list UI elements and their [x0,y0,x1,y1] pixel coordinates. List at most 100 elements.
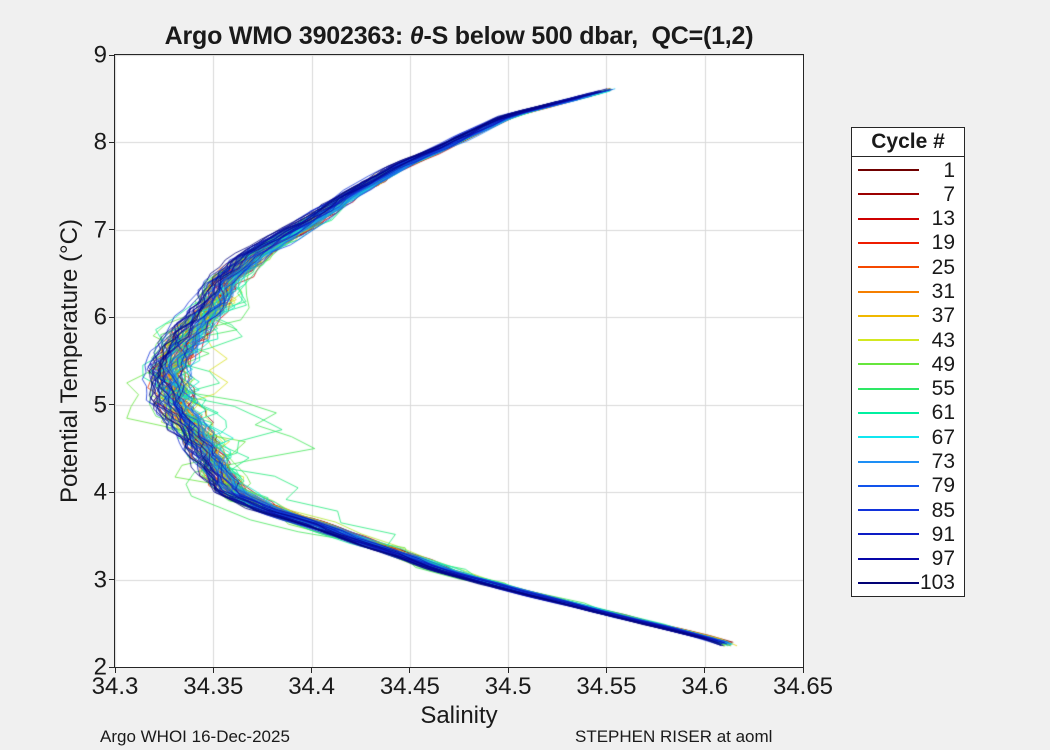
legend-entry: 7 [852,182,964,206]
y-tick-mark [109,229,114,231]
y-tick-mark [109,666,114,668]
legend-entry: 55 [852,377,964,401]
x-tick-mark [605,668,607,673]
y-tick-label: 2 [93,653,107,681]
legend-entry: 1 [852,158,964,182]
ts-profiles-canvas [115,55,803,667]
y-tick-mark [109,316,114,318]
legend-entry-label: 19 [931,231,955,255]
legend-line-sample [858,314,919,317]
footer-credit-left: Argo WHOI 16-Dec-2025 [100,727,290,746]
legend-title: Cycle # [852,128,964,157]
footer-credit-right: STEPHEN RISER at aoml [575,727,773,746]
legend-entry: 85 [852,498,964,522]
theta-symbol: θ [409,22,424,50]
legend-line-sample [858,169,919,172]
x-tick-label: 34.5 [484,673,532,700]
legend-line-sample [858,484,919,487]
y-tick-label: 3 [93,565,107,593]
legend-line-sample [858,411,919,414]
y-tick-mark [109,141,114,143]
legend-entry: 61 [852,401,964,425]
x-tick-mark [507,668,509,673]
x-tick-label: 34.4 [288,673,335,700]
legend-line-sample [858,266,919,269]
legend: Cycle # 1 7 13 19 25 31 37 43 49 55 61 67 73 79 85 91 97… [851,127,965,597]
legend-entry: 25 [852,255,964,279]
y-tick-label: 6 [93,303,107,331]
legend-entry: 13 [852,207,964,231]
legend-line-sample [858,387,919,390]
legend-line-sample [858,436,919,439]
chart-title-suffix: -S below 500 dbar, QC=(1,2) [423,22,754,50]
x-tick-mark [212,668,214,673]
y-tick-label: 8 [93,128,107,156]
legend-entry: 31 [852,279,964,303]
legend-line-sample [858,217,919,220]
y-tick-label: 7 [93,216,107,244]
legend-entry: 91 [852,522,964,546]
y-tick-label: 5 [93,391,107,419]
legend-entry-label: 73 [931,450,955,474]
chart-title: Argo WMO 3902363: θ-S below 500 dbar, QC… [114,22,804,51]
legend-line-sample [858,581,919,584]
legend-entry-label: 97 [931,547,955,571]
legend-entry: 67 [852,425,964,449]
plot-area [114,54,804,668]
y-tick-mark [109,404,114,406]
legend-entry-label: 13 [931,207,955,231]
legend-line-sample [858,557,919,560]
x-tick-label: 34.6 [681,673,729,700]
y-tick-label: 4 [93,478,107,506]
legend-entry: 37 [852,304,964,328]
legend-entry: 49 [852,352,964,376]
legend-entry-label: 79 [931,474,955,498]
legend-line-sample [858,241,919,244]
legend-entry-label: 55 [931,377,955,401]
legend-entry-label: 31 [931,280,955,304]
legend-line-sample [858,509,919,512]
legend-entry-label: 1 [943,158,955,182]
y-tick-label: 9 [93,41,107,69]
legend-entry: 43 [852,328,964,352]
legend-entry: 97 [852,547,964,571]
legend-entries: 1 7 13 19 25 31 37 43 49 55 61 67 73 79 85 91 97 103 [852,157,964,596]
legend-line-sample [858,363,919,366]
x-tick-label: 34.65 [772,673,834,700]
y-axis-label: Potential Temperature (°C) [56,219,83,503]
legend-entry-label: 85 [931,498,955,522]
x-tick-label: 34.35 [183,673,244,700]
y-tick-mark [109,579,114,581]
legend-line-sample [858,290,919,293]
x-tick-label: 34.3 [91,673,139,700]
legend-entry-label: 91 [931,522,955,546]
legend-entry-label: 43 [931,328,955,352]
y-tick-mark [109,491,114,493]
x-tick-mark [802,668,804,673]
legend-line-sample [858,533,919,536]
legend-line-sample [858,339,919,342]
x-tick-mark [704,668,706,673]
x-tick-label: 34.45 [379,673,440,700]
y-tick-mark [109,54,114,56]
legend-entry-label: 103 [919,571,955,595]
legend-entry-label: 49 [931,352,955,376]
legend-line-sample [858,460,919,463]
legend-entry: 79 [852,474,964,498]
legend-entry-label: 61 [931,401,955,425]
chart-title-prefix: Argo WMO 3902363: [164,22,410,50]
x-tick-label: 34.55 [576,673,637,700]
x-tick-mark [311,668,313,673]
x-tick-mark [409,668,411,673]
legend-entry: 73 [852,449,964,473]
legend-line-sample [858,193,919,196]
x-tick-mark [114,668,116,673]
legend-entry-label: 7 [943,182,955,206]
legend-entry: 103 [852,571,964,595]
legend-entry: 19 [852,231,964,255]
x-axis-label: Salinity [420,702,498,729]
legend-entry-label: 25 [931,255,955,279]
legend-entry-label: 67 [931,425,955,449]
legend-entry-label: 37 [931,304,955,328]
